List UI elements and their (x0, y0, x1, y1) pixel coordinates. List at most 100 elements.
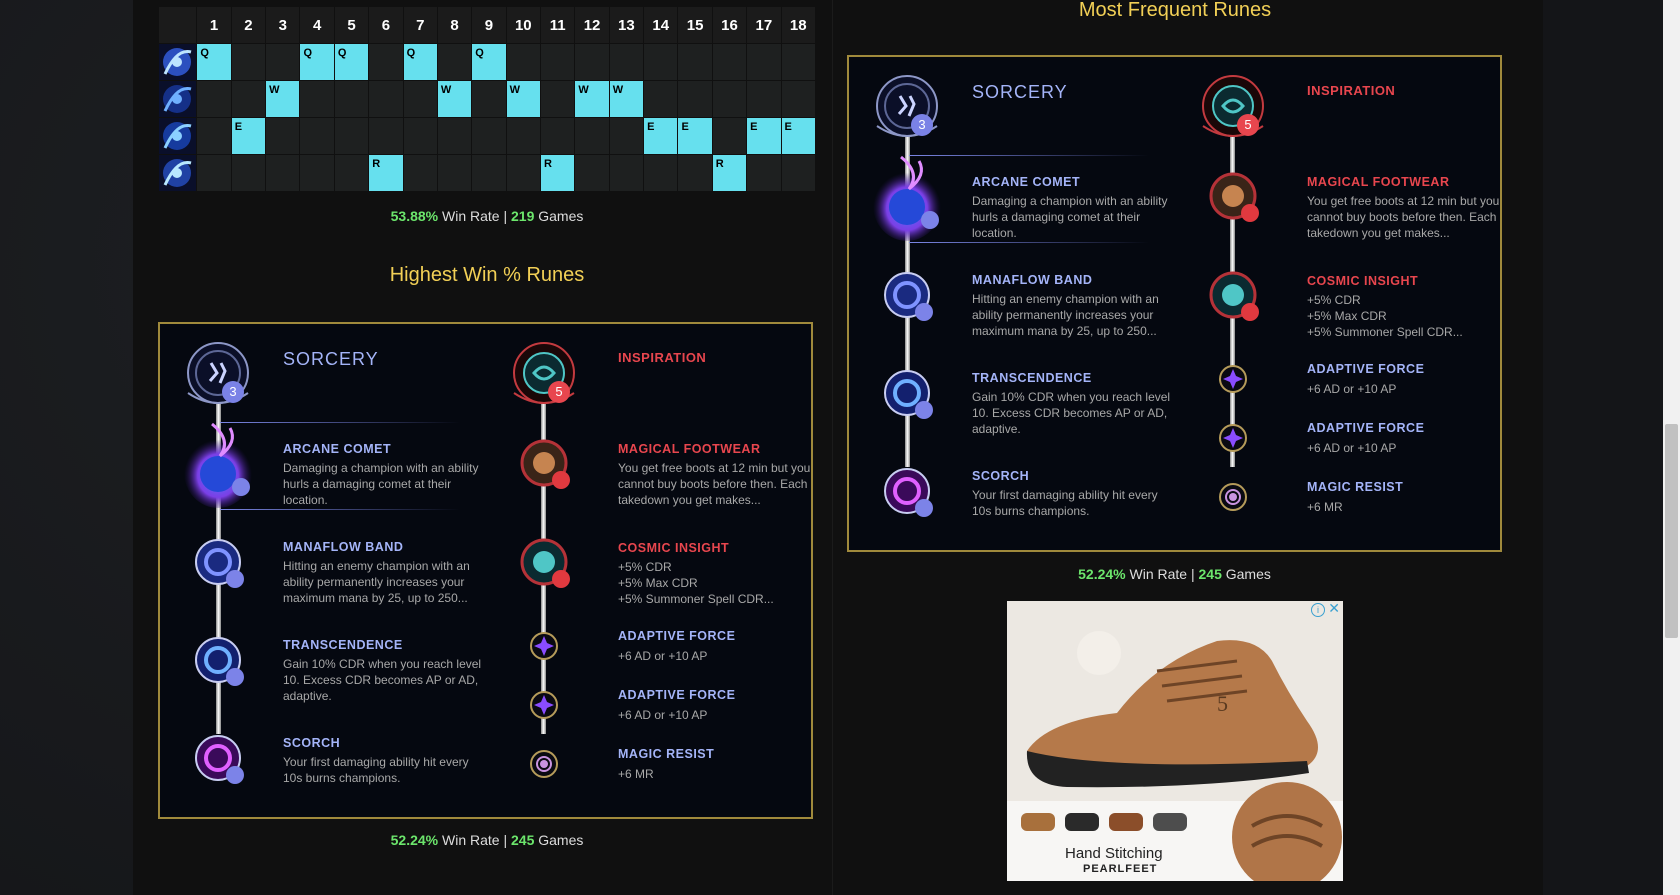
skill-cell: W (575, 81, 609, 117)
adaptive-force-icon[interactable] (529, 690, 559, 720)
games-value: 245 (1198, 566, 1222, 582)
vertical-scrollbar[interactable] (1663, 0, 1680, 895)
rune-marker (552, 570, 570, 588)
skill-cell: Q (334, 44, 369, 80)
keystone-desc: Damaging a champion with an ability hurl… (283, 461, 479, 507)
transcendence-icon[interactable] (194, 636, 244, 686)
e-ability-icon[interactable] (159, 118, 197, 154)
skill-cell (781, 44, 815, 80)
shard-desc: +6 AD or +10 AP (1307, 382, 1397, 396)
skill-cell (231, 81, 266, 117)
skill-corner (159, 7, 197, 43)
skill-cell (266, 155, 300, 191)
rune-marker (1241, 204, 1259, 222)
stat-line: +5% Max CDR (618, 576, 698, 590)
secondary-rune-desc: +5% CDR +5% Max CDR +5% Summoner Spell CDR… (1307, 292, 1502, 340)
primary-rune-desc: Hitting an enemy champion with an abilit… (972, 292, 1159, 338)
highest-win-title: Highest Win % Runes (389, 264, 585, 286)
keystone-desc: Damaging a champion with an ability hurl… (972, 194, 1168, 240)
skill-cell (712, 81, 747, 117)
manaflow-band-icon[interactable] (883, 271, 933, 321)
skill-cell (437, 155, 472, 191)
sorcery-tree-icon: 3 (184, 341, 252, 409)
w-ability-icon[interactable] (159, 81, 197, 117)
skill-key-label: E (681, 121, 689, 133)
level-header: 14 (644, 7, 678, 43)
q-ability-icon[interactable] (159, 44, 197, 80)
advertisement[interactable]: 5 Hand Stitching PEARLFEET i ✕ (1007, 601, 1343, 881)
skill-cell (541, 118, 575, 154)
scorch-icon[interactable] (883, 467, 933, 517)
level-header: 3 (266, 7, 300, 43)
primary-rune-desc: Gain 10% CDR when you reach level 10. Ex… (972, 390, 1171, 436)
arcane-comet-icon[interactable] (871, 153, 943, 243)
win-rate-label: Win Rate | (1125, 566, 1199, 582)
rune-marker (915, 499, 933, 517)
magical-footwear-icon[interactable] (520, 439, 570, 489)
inspiration-tree-icon: 5 (1199, 74, 1267, 142)
shard-name: ADAPTIVE FORCE (618, 629, 736, 643)
manaflow-band-icon[interactable] (194, 538, 244, 588)
skill-cell (678, 155, 712, 191)
primary-rune-desc: Your first damaging ability hit every 10… (972, 488, 1158, 518)
skill-cell (575, 44, 609, 80)
arcane-comet-icon[interactable] (182, 420, 254, 510)
skill-cell (437, 118, 472, 154)
secondary-rune-desc: +5% CDR +5% Max CDR +5% Summoner Spell CDR… (618, 559, 813, 607)
secondary-rune-name: COSMIC INSIGHT (618, 541, 730, 555)
transcendence-icon[interactable] (883, 369, 933, 419)
skill-cell (747, 81, 781, 117)
level-header: 16 (712, 7, 747, 43)
level-header: 12 (575, 7, 609, 43)
ad-close-icon[interactable]: ✕ (1328, 601, 1340, 616)
stat-line: +5% Summoner Spell CDR... (1307, 325, 1463, 339)
skill-key-label: R (715, 158, 724, 170)
level-header: 8 (437, 7, 472, 43)
level-header: 2 (231, 7, 266, 43)
adaptive-force-icon[interactable] (1218, 364, 1248, 394)
shard-name: ADAPTIVE FORCE (618, 688, 736, 702)
rune-marker (1241, 303, 1259, 321)
adaptive-force-icon[interactable] (1218, 423, 1248, 453)
sorcery-tree-icon: 3 (873, 74, 941, 142)
skill-cell (747, 44, 781, 80)
r-ability-icon[interactable] (159, 155, 197, 191)
magical-footwear-icon[interactable] (1209, 172, 1259, 222)
stat-line: +5% CDR (1307, 293, 1361, 307)
win-rate-value: 52.24% (390, 832, 439, 848)
skill-cell: W (506, 81, 540, 117)
skill-key-label: Q (406, 47, 416, 59)
adaptive-force-icon[interactable] (529, 631, 559, 661)
ad-boot-image: 5 (1007, 601, 1343, 881)
primary-rune-desc: Hitting an enemy champion with an abilit… (283, 559, 470, 605)
games-label: Games (534, 832, 584, 848)
secondary-rune-name: COSMIC INSIGHT (1307, 274, 1419, 288)
skill-cell: Q (403, 44, 437, 80)
primary-rune-name: MANAFLOW BAND (283, 540, 404, 554)
most-frequent-rune-panel: 3 SORCERY ARCANE COMET Damaging a champion … (847, 55, 1502, 552)
cosmic-insight-icon[interactable] (520, 538, 570, 588)
games-label: Games (534, 208, 584, 224)
magic-resist-icon[interactable] (529, 749, 559, 779)
secondary-rune-name: MAGICAL FOOTWEAR (1307, 175, 1450, 189)
ad-info-icon[interactable]: i (1311, 603, 1325, 617)
inspiration-rank-badge: 5 (1237, 114, 1259, 136)
primary-rune-name: MANAFLOW BAND (972, 273, 1093, 287)
skill-cell: W (266, 81, 300, 117)
inspiration-tree-icon: 5 (510, 341, 578, 409)
scorch-icon[interactable] (194, 734, 244, 784)
cosmic-insight-icon[interactable] (1209, 271, 1259, 321)
primary-rune-name: SCORCH (283, 736, 341, 750)
shard-name: ADAPTIVE FORCE (1307, 362, 1425, 376)
skill-cell (197, 155, 231, 191)
skill-cell (266, 44, 300, 80)
magic-resist-icon[interactable] (1218, 482, 1248, 512)
skill-cell: R (712, 155, 747, 191)
rune-marker (915, 303, 933, 321)
skill-key-label: Q (200, 47, 209, 59)
scrollbar-thumb[interactable] (1665, 424, 1678, 638)
skill-cell (644, 155, 678, 191)
skill-cell (334, 155, 369, 191)
shard-desc: +6 MR (618, 767, 654, 781)
highest-win-stats: 52.24% Win Rate | 245 Games (158, 832, 816, 848)
